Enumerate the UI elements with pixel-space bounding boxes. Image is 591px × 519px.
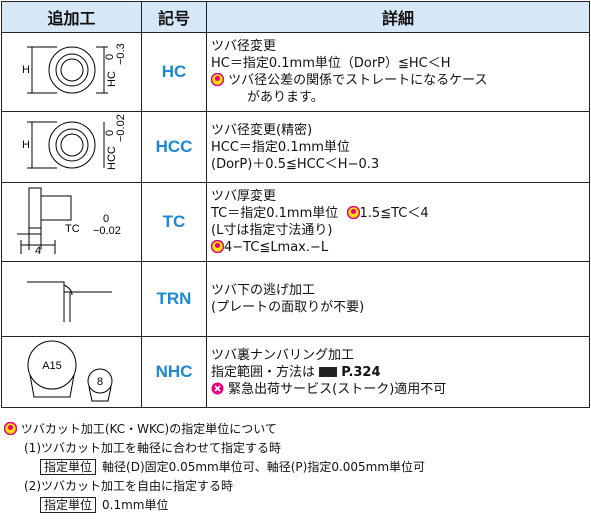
text: 1.5≦TC＜4 [359, 206, 429, 221]
line: ツバ径変更(精密) [211, 122, 313, 138]
row: H HC 0 −0.3 HC ツバ径変更 HC＝指定0.1mm単位（DorP）≦H… [1, 32, 590, 112]
diagram-label: 0 [104, 54, 116, 60]
code: HCC [141, 111, 207, 183]
code: TRN [141, 261, 207, 337]
diagram: H HC 0 −0.3 [22, 43, 127, 94]
diagram: TC 0 −0.02 4 [16, 187, 121, 257]
detail: ツバ径変更 HC＝指定0.1mm単位（DorP）≦HC＜H ツバ径公差の関係でスト… [206, 32, 590, 112]
row: TRN ツバ下の逃げ加工 (プレートの面取りが不要) [1, 261, 590, 337]
diagram-label: TC [65, 223, 80, 235]
line: (L寸は指定寸法通り) [211, 223, 333, 238]
diagram-label: −0.02 [93, 225, 121, 237]
icon [211, 240, 224, 253]
row: A15 8 NHC ツバ裏ナンバリング加工 指定範囲・方法は P.324 緊急出荷… [1, 336, 590, 408]
header: 追加工 [1, 1, 142, 33]
detail: ツバ厚変更 TC＝指定0.1mm単位 1.5≦TC＜4 (L寸は指定寸法通り) 4−T… [206, 182, 590, 262]
header: 詳細 [206, 1, 590, 33]
diagram-label: H [22, 139, 30, 151]
diagram-cell [1, 261, 142, 337]
icon [211, 73, 224, 86]
line: 緊急出荷サービス(ストーク)適用不可 [211, 381, 585, 398]
spec-table: 追加工 記号 詳細 H HC 0 −0.3 HC ツバ径変更 HC＝指定0.1mm単位… [1, 1, 590, 408]
note: 指定単位 0.1mm単位 [4, 496, 425, 515]
notes: ツバカット加工(KC・WKC)の指定単位について (1)ツバカット加工を軸径に合… [4, 420, 425, 515]
diagram-label: H [22, 64, 30, 76]
line: TC＝指定0.1mm単位 1.5≦TC＜4 [211, 205, 585, 222]
link: P.324 [341, 364, 381, 380]
line: ツバ下の逃げ加工 [211, 283, 316, 298]
detail: ツバ下の逃げ加工 (プレートの面取りが不要) [206, 261, 590, 337]
diagram-cell: TC 0 −0.02 4 [1, 182, 142, 262]
diagram-label: −0.02 [115, 114, 127, 142]
diagram-label: HCC [106, 146, 118, 170]
icon [319, 366, 338, 377]
text: 0.1mm単位 [102, 498, 169, 512]
diagram-label: −0.3 [115, 43, 127, 65]
line: ツバ厚変更 [211, 189, 277, 204]
line: ツバ径公差の関係でストレートになるケース [211, 72, 585, 89]
diagram-cell: H HCC 0 −0.02 [1, 111, 142, 183]
code: NHC [141, 336, 207, 408]
diagram-label: HC [106, 71, 118, 87]
diagram: H HCC 0 −0.02 [22, 114, 127, 170]
code: HC [141, 32, 207, 112]
text: ツバ径公差の関係でストレートになるケース [228, 73, 488, 88]
icon [4, 422, 17, 435]
code: TC [141, 182, 207, 262]
diagram-cell: A15 8 [1, 336, 142, 408]
line: 4−TC≦Lmax.−L [211, 239, 585, 256]
detail: ツバ径変更(精密) HCC＝指定0.1mm単位 (DorP)＋0.5≦HCC＜H−0… [206, 111, 590, 183]
tag: 指定単位 [40, 497, 97, 513]
text: 軸径(D)固定0.05mm単位可、軸径(P)指定0.005mm単位可 [102, 460, 426, 474]
line: HC＝指定0.1mm単位（DorP）≦HC＜H [211, 56, 451, 71]
header: 記号 [141, 1, 207, 33]
text: ツバカット加工(KC・WKC)の指定単位について [20, 422, 277, 436]
text: TC＝指定0.1mm単位 [211, 206, 339, 221]
row: H HCC 0 −0.02 HCC ツバ径変更(精密) HCC＝指定0.1mm単位… [1, 111, 590, 183]
diagram: A15 8 [27, 340, 112, 402]
note: (2)ツバカット加工を自由に指定する時 [24, 479, 233, 493]
text: 緊急出荷サービス(ストーク)適用不可 [228, 381, 447, 397]
diagram-cell: H HC 0 −0.3 [1, 32, 142, 112]
diagram [26, 281, 112, 322]
line: (DorP)＋0.5≦HCC＜H−0.3 [211, 156, 380, 172]
diagram-label: 8 [96, 376, 102, 388]
text: 指定範囲・方法は [211, 364, 316, 380]
diagram-label: 4 [35, 245, 41, 256]
line: があります。 [247, 90, 324, 105]
diagram-label: A15 [42, 360, 62, 372]
icon [346, 206, 360, 219]
line: 指定範囲・方法は P.324 [211, 364, 585, 381]
note: 指定単位 軸径(D)固定0.05mm単位可、軸径(P)指定0.005mm単位可 [4, 458, 425, 477]
row: TC 0 −0.02 4 TC ツバ厚変更 TC＝指定0.1mm単位 1.5≦TC… [1, 182, 590, 262]
diagram-label: 0 [103, 213, 109, 225]
header-row: 追加工 記号 詳細 [1, 1, 590, 33]
detail: ツバ裏ナンバリング加工 指定範囲・方法は P.324 緊急出荷サービス(ストーク)… [206, 336, 590, 408]
diagram-label: 0 [104, 130, 116, 136]
note: (1)ツバカット加工を軸径に合わせて指定する時 [24, 441, 281, 455]
icon [211, 382, 224, 394]
line: (プレートの面取りが不要) [211, 300, 365, 315]
line: HCC＝指定0.1mm単位 [211, 139, 350, 155]
note: ツバカット加工(KC・WKC)の指定単位について [4, 420, 425, 439]
tag: 指定単位 [40, 459, 97, 475]
line: ツバ径変更 [211, 39, 277, 54]
line: ツバ裏ナンバリング加工 [211, 347, 355, 363]
text: 4−TC≦Lmax.−L [224, 240, 329, 255]
